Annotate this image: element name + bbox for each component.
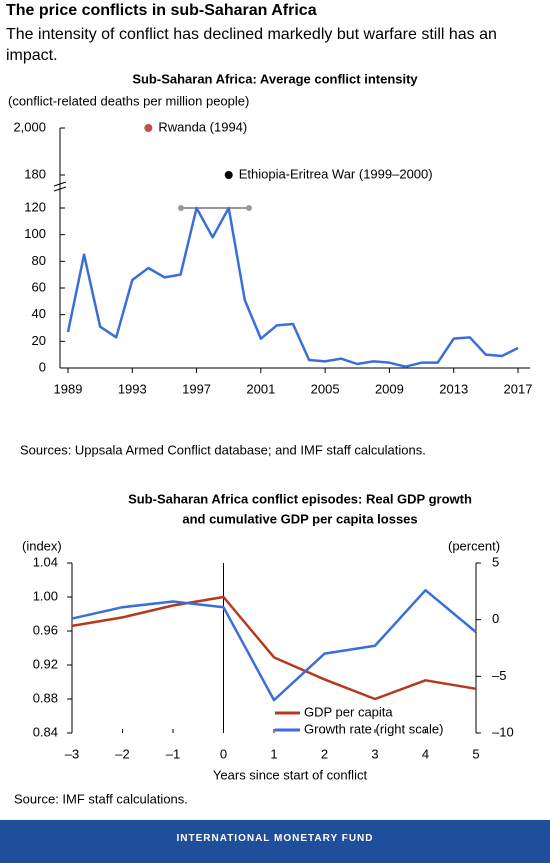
legend-label: Growth rate (right scale)	[304, 721, 443, 736]
cap-end	[246, 205, 252, 211]
y-tick-label: 0	[39, 359, 46, 374]
y-axis-label: (conflict-related deaths per million peo…	[8, 93, 249, 108]
y-tick-label: 100	[24, 226, 46, 241]
y2-tick-label: –10	[492, 724, 514, 739]
x-tick-label: 2013	[439, 381, 468, 396]
y-tick-label: 120	[24, 199, 46, 214]
y-tick-label: 2,000	[13, 119, 46, 134]
y-tick-label: 20	[32, 333, 46, 348]
footer-text: INTERNATIONAL MONETARY FUND	[176, 833, 374, 844]
x-tick-label: 5	[472, 746, 479, 761]
x-tick-label: 2017	[504, 381, 533, 396]
x-tick-label: 1993	[118, 381, 147, 396]
x-tick-label: 2005	[311, 381, 340, 396]
chart-title: Sub-Saharan Africa conflict episodes: Re…	[128, 491, 472, 506]
data-line	[71, 595, 477, 701]
page-title: The price conflicts in sub-Saharan Afric…	[6, 2, 317, 19]
x-tick-label: 2001	[246, 381, 275, 396]
legend-label: GDP per capita	[304, 704, 393, 719]
x-tick-label: –1	[166, 746, 180, 761]
x-tick-label: 3	[371, 746, 378, 761]
x-tick-label: 1	[270, 746, 277, 761]
x-tick-label: 1997	[182, 381, 211, 396]
annotation-dot	[224, 171, 233, 179]
annotation: Ethiopia-Eritrea War (1999–2000)	[239, 166, 433, 181]
y-tick-label: 40	[32, 306, 46, 321]
x-tick-label: –3	[65, 746, 79, 761]
x-axis-label: Years since start of conflict	[213, 767, 368, 782]
annotation: Rwanda (1994)	[158, 119, 247, 134]
y-axis-label: (index)	[22, 538, 62, 553]
y-tick-label: 180	[24, 166, 46, 181]
x-tick-label: 2009	[375, 381, 404, 396]
x-tick-label: 1989	[54, 381, 83, 396]
data-line	[66, 206, 519, 368]
y-tick-label: 0.96	[33, 622, 58, 637]
source: Source: IMF staff calculations.	[14, 791, 188, 806]
chart-title: Sub-Saharan Africa: Average conflict int…	[132, 71, 418, 86]
cap-end	[178, 205, 184, 211]
page-subtitle: The intensity of conflict has declined m…	[6, 26, 497, 64]
data-line	[71, 588, 477, 702]
chart-title: and cumulative GDP per capita losses	[182, 511, 417, 526]
y-tick-label: 1.04	[33, 554, 58, 569]
y2-tick-label: –5	[492, 668, 506, 683]
footer: INTERNATIONAL MONETARY FUND	[0, 820, 550, 863]
y-tick-label: 0.84	[33, 724, 58, 739]
charts: Sub-Saharan Africa: Average conflict int…	[8, 71, 533, 806]
source: Sources: Uppsala Armed Conflict database…	[20, 442, 426, 457]
y-tick-label: 60	[32, 279, 46, 294]
x-tick-label: –2	[115, 746, 129, 761]
x-tick-label: 2	[321, 746, 328, 761]
y-tick-label: 1.00	[33, 588, 58, 603]
y2-tick-label: 5	[492, 554, 499, 569]
y2-tick-label: 0	[492, 611, 499, 626]
y-tick-label: 0.92	[33, 656, 58, 671]
y-tick-label: 0.88	[33, 690, 58, 705]
annotation-dot	[144, 124, 153, 132]
y-tick-label: 80	[32, 253, 46, 268]
y2-axis-label: (percent)	[448, 538, 500, 553]
x-tick-label: 0	[220, 746, 227, 761]
x-tick-label: 4	[422, 746, 429, 761]
